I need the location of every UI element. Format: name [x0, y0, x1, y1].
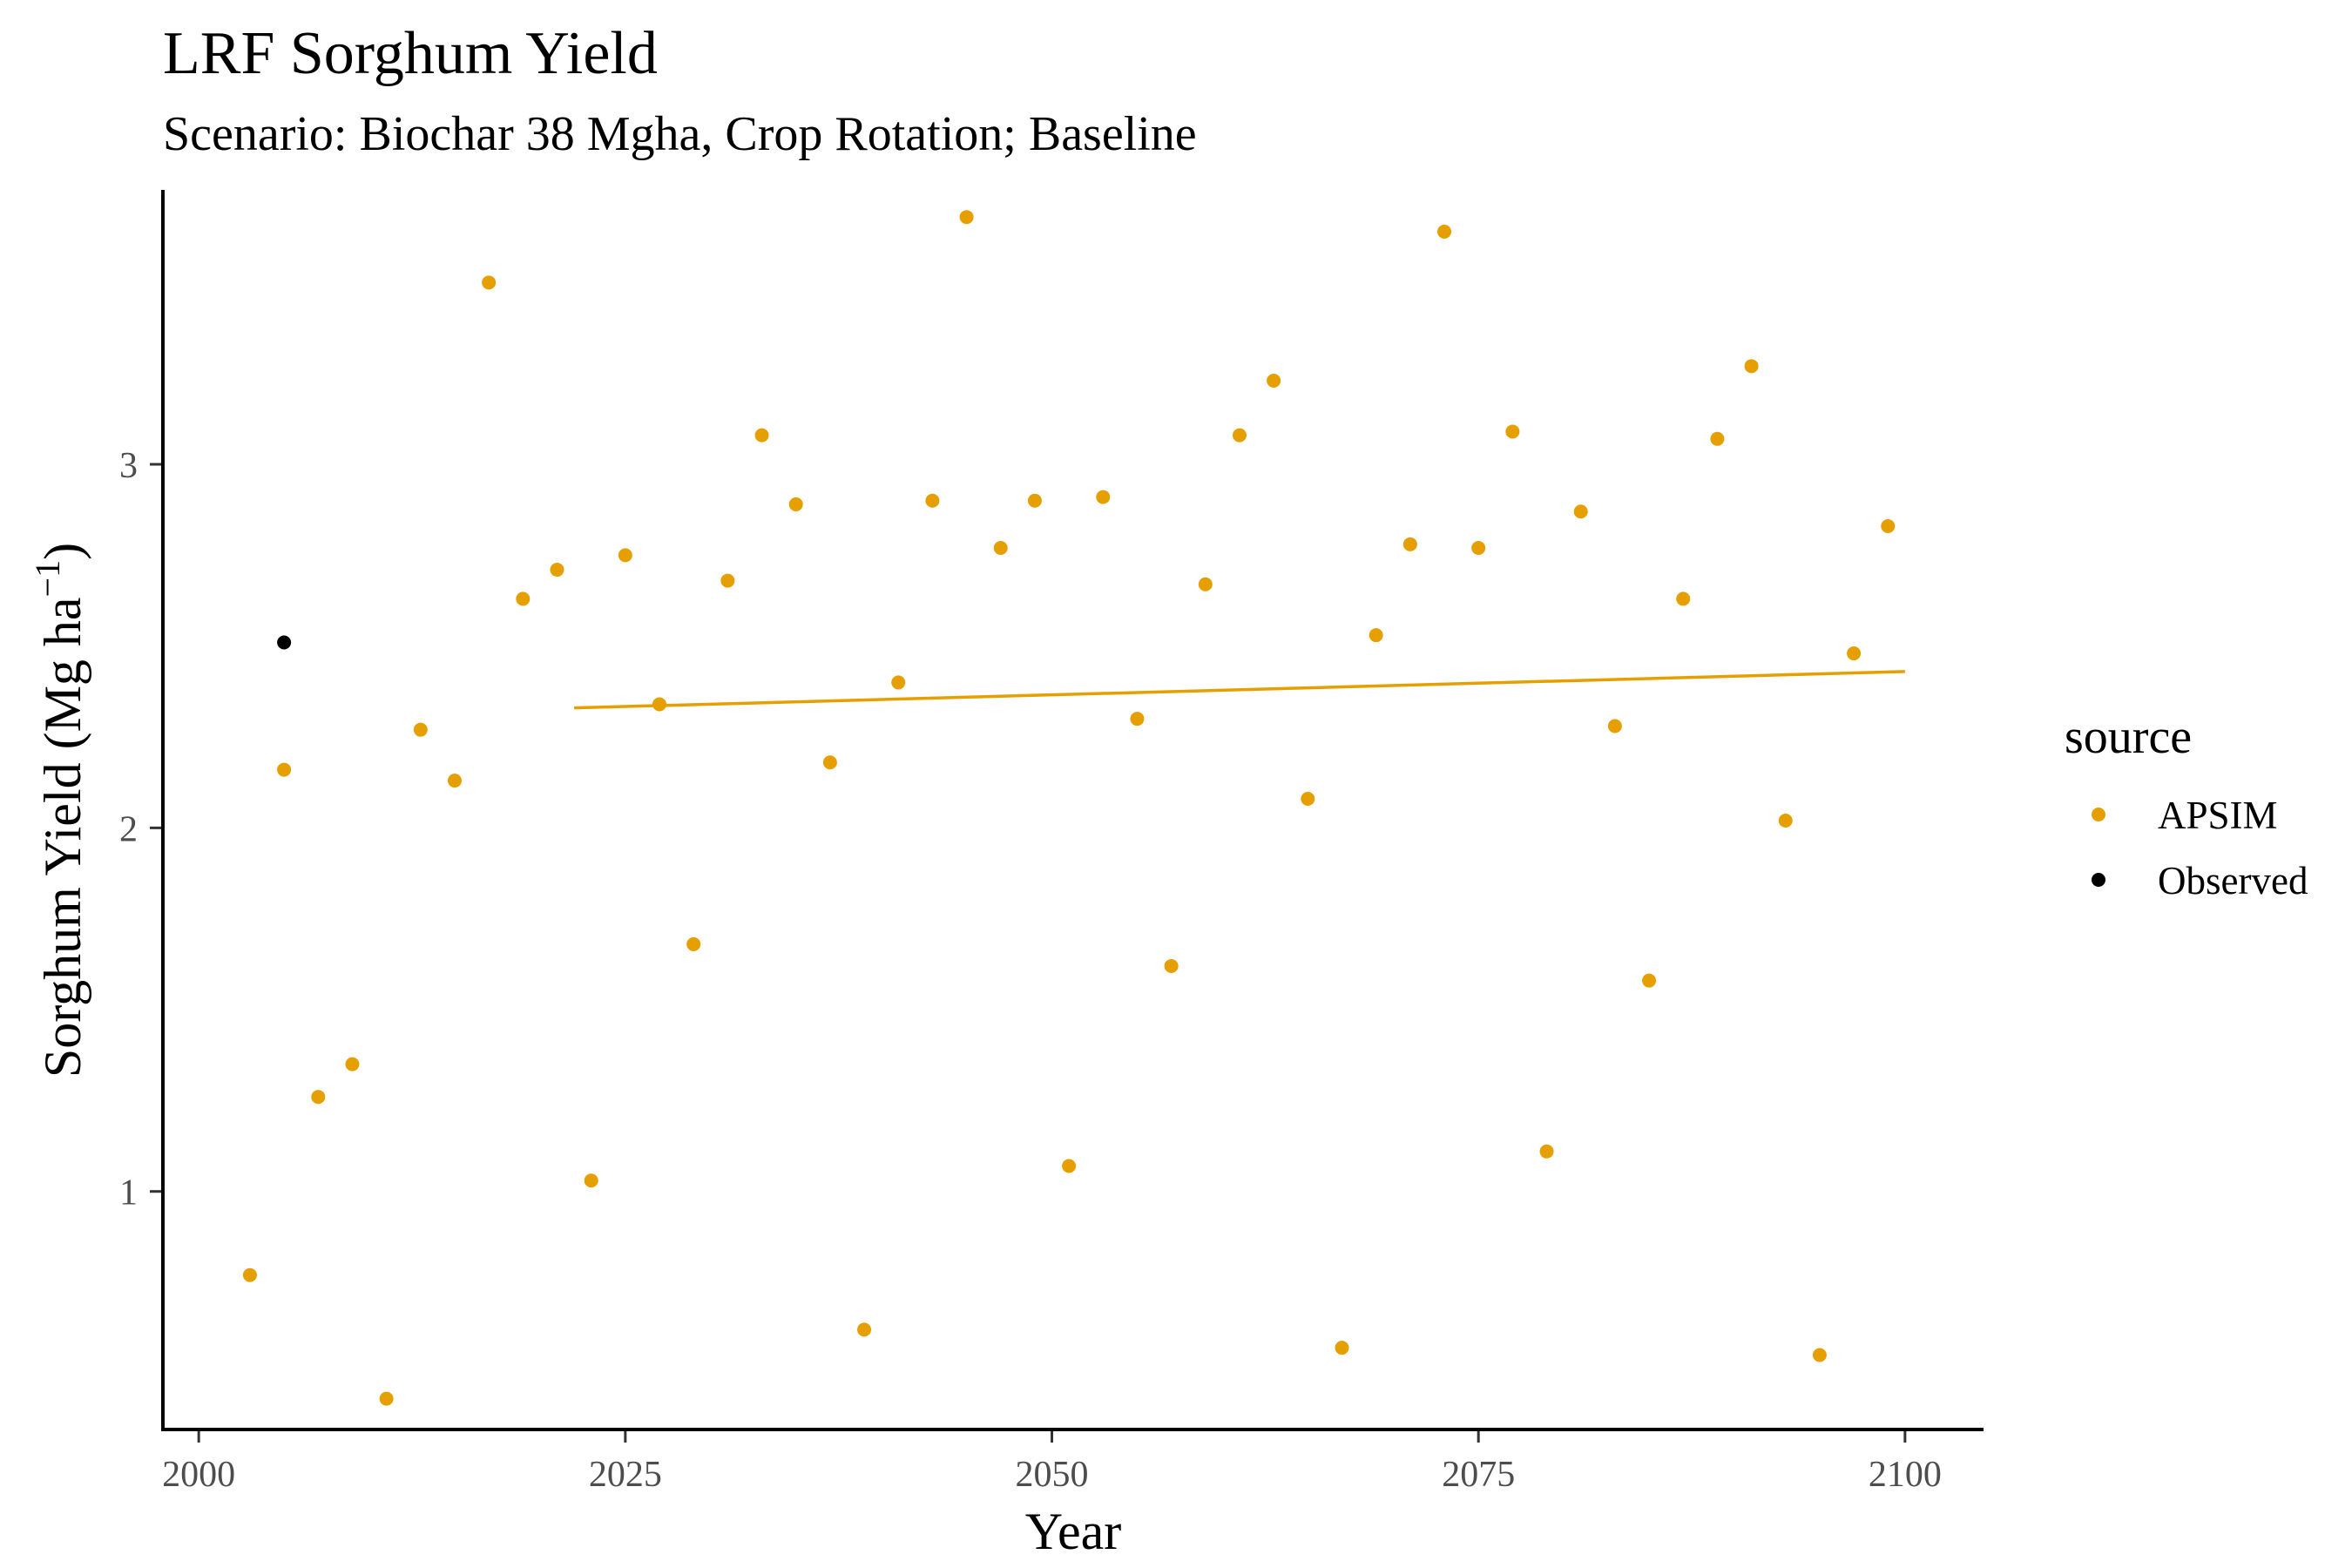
legend-key-observed [2092, 873, 2105, 887]
legend-title: source [2065, 710, 2192, 764]
y-axis-ticks: 1 2 3 [119, 446, 161, 1213]
x-tick-label-2025: 2025 [589, 1455, 662, 1495]
x-axis-ticks: 2000 2025 2050 2075 2100 [162, 1431, 1942, 1495]
apsim-point-30 [1267, 374, 1281, 389]
x-axis-title: Year [1025, 1503, 1122, 1560]
y-axis-title: Sorghum Yield (Mg ha−1) [28, 543, 91, 1078]
apsim-point-23 [1027, 493, 1042, 508]
apsim-point-45 [1778, 814, 1793, 828]
apsim-point-1 [277, 762, 292, 777]
apsim-point-24 [1062, 1159, 1077, 1173]
chart-subtitle: Scenario: Biochar 38 Mgha, Crop Rotation… [163, 107, 1197, 161]
apsim-point-5 [413, 722, 428, 737]
apsim-point-14 [720, 573, 735, 588]
apsim-point-33 [1369, 628, 1383, 643]
legend: source APSIM Observed [2065, 710, 2308, 902]
apsim-point-17 [822, 755, 837, 770]
apsim-point-25 [1096, 490, 1111, 504]
apsim-point-16 [788, 497, 803, 511]
apsim-point-0 [242, 1267, 257, 1282]
apsim-point-29 [1232, 428, 1247, 443]
apsim-point-47 [1847, 646, 1862, 661]
apsim-point-46 [1812, 1348, 1827, 1362]
apsim-point-21 [959, 210, 974, 225]
y-tick-label-2: 2 [119, 809, 138, 849]
apsim-point-8 [516, 591, 531, 606]
x-tick-label-2050: 2050 [1016, 1455, 1089, 1495]
y-tick-label-1: 1 [119, 1173, 138, 1213]
apsim-point-2 [311, 1090, 326, 1105]
apsim-point-35 [1437, 224, 1452, 239]
legend-label-observed: Observed [2158, 859, 2308, 902]
apsim-point-22 [993, 541, 1008, 556]
apsim-point-6 [447, 774, 462, 788]
apsim-point-28 [1198, 577, 1213, 591]
apsim-point-15 [754, 428, 769, 443]
y-axis-title-main: Sorghum Yield (Mg ha [34, 597, 91, 1078]
observed-point-0 [277, 635, 292, 650]
apsim-point-38 [1539, 1144, 1554, 1159]
apsim-point-27 [1164, 958, 1179, 973]
apsim-point-12 [652, 697, 667, 712]
apsim-point-20 [925, 493, 940, 508]
x-tick-label-2000: 2000 [162, 1455, 235, 1495]
plot-area [242, 210, 1905, 1406]
apsim-point-18 [857, 1322, 872, 1337]
legend-label-apsim: APSIM [2158, 794, 2278, 837]
apsim-point-26 [1130, 712, 1145, 727]
apsim-point-9 [550, 563, 564, 578]
apsim-point-7 [482, 275, 497, 290]
apsim-point-36 [1471, 541, 1486, 556]
chart-title: LRF Sorghum Yield [163, 20, 658, 87]
apsim-point-39 [1573, 504, 1588, 519]
y-axis-title-exponent: −1 [28, 560, 67, 598]
y-tick-label-3: 3 [119, 446, 138, 486]
apsim-point-42 [1676, 591, 1691, 606]
apsim-point-34 [1402, 537, 1417, 551]
apsim-point-19 [891, 675, 906, 690]
apsim-point-37 [1505, 424, 1520, 439]
apsim-point-44 [1744, 359, 1759, 374]
apsim-point-10 [584, 1173, 598, 1188]
apsim-point-40 [1607, 719, 1622, 733]
y-axis-title-close: ) [34, 543, 91, 560]
apsim-trend-line [574, 670, 1905, 710]
apsim-point-4 [379, 1391, 394, 1406]
apsim-point-3 [345, 1057, 360, 1071]
apsim-point-32 [1335, 1341, 1349, 1355]
apsim-point-41 [1642, 973, 1657, 988]
apsim-point-31 [1301, 791, 1315, 806]
x-tick-label-2100: 2100 [1869, 1455, 1942, 1495]
apsim-point-13 [686, 936, 701, 951]
legend-key-apsim [2092, 808, 2105, 821]
apsim-point-11 [618, 548, 632, 563]
apsim-point-43 [1710, 431, 1725, 446]
apsim-point-48 [1881, 518, 1896, 533]
x-tick-label-2075: 2075 [1442, 1455, 1515, 1495]
